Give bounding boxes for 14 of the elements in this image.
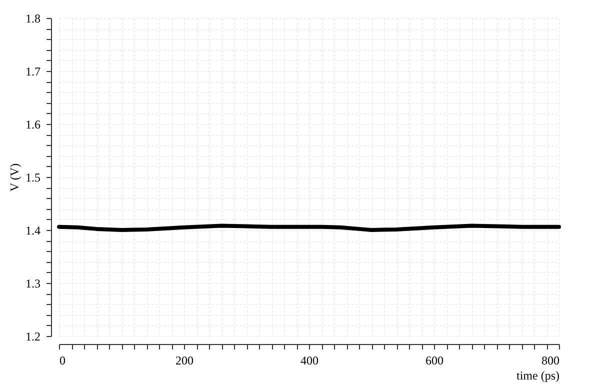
- y-tick-label: 1.5: [26, 170, 40, 184]
- y-tick-label: 1.7: [26, 64, 40, 78]
- y-tick-label: 1.3: [26, 276, 40, 290]
- x-axis-title: time (ps): [516, 368, 560, 382]
- x-tick-label: 0: [60, 354, 66, 368]
- y-tick-label: 1.4: [26, 224, 40, 238]
- x-tick-label: 200: [176, 354, 194, 368]
- x-tick-label: 800: [542, 354, 560, 368]
- x-tick-label: 600: [426, 354, 444, 368]
- y-tick-label: 1.2: [26, 330, 40, 344]
- y-tick-label: 1.6: [26, 118, 40, 132]
- x-tick-label: 400: [300, 354, 318, 368]
- y-axis-title: V (V): [8, 163, 22, 192]
- y-tick-label: 1.8: [26, 12, 40, 26]
